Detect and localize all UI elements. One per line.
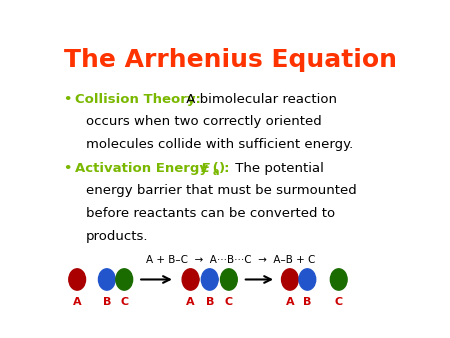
Ellipse shape	[182, 269, 199, 290]
Text: •: •	[63, 93, 72, 105]
Text: molecules collide with sufficient energy.: molecules collide with sufficient energy…	[86, 138, 353, 151]
Text: Collision Theory:: Collision Theory:	[76, 93, 201, 105]
Text: A: A	[73, 297, 81, 307]
Text: a: a	[212, 167, 219, 176]
Text: products.: products.	[86, 230, 148, 243]
Text: $\bfit{E}$: $\bfit{E}$	[200, 162, 211, 175]
Text: The Arrhenius Equation: The Arrhenius Equation	[64, 48, 397, 72]
Text: energy barrier that must be surmounted: energy barrier that must be surmounted	[86, 185, 357, 197]
Text: A + B–C  →  A···B···C  →  A–B + C: A + B–C → A···B···C → A–B + C	[146, 255, 315, 265]
Text: The potential: The potential	[230, 162, 324, 175]
Ellipse shape	[299, 269, 316, 290]
Ellipse shape	[116, 269, 133, 290]
Text: Activation Energy (: Activation Energy (	[76, 162, 219, 175]
Ellipse shape	[282, 269, 298, 290]
Text: A: A	[186, 297, 195, 307]
Text: B: B	[303, 297, 311, 307]
Text: A: A	[286, 297, 294, 307]
Text: before reactants can be converted to: before reactants can be converted to	[86, 207, 335, 220]
Ellipse shape	[69, 269, 86, 290]
Text: ):: ):	[218, 162, 230, 175]
Text: C: C	[335, 297, 343, 307]
Text: A bimolecular reaction: A bimolecular reaction	[182, 93, 337, 105]
Text: C: C	[225, 297, 233, 307]
Text: B: B	[103, 297, 111, 307]
Ellipse shape	[330, 269, 347, 290]
Ellipse shape	[99, 269, 115, 290]
Text: C: C	[120, 297, 128, 307]
Text: •: •	[63, 162, 72, 175]
Ellipse shape	[201, 269, 218, 290]
Text: B: B	[206, 297, 214, 307]
Ellipse shape	[220, 269, 237, 290]
Text: occurs when two correctly oriented: occurs when two correctly oriented	[86, 115, 322, 128]
